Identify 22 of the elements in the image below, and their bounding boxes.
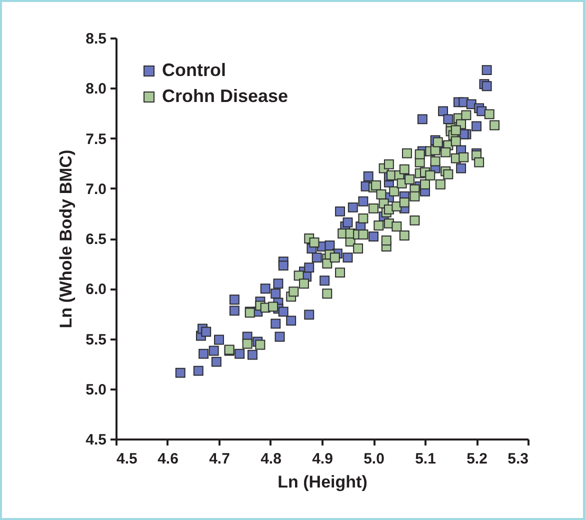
y-tick-label: 8.5	[86, 30, 106, 48]
x-axis-title: Ln (Height)	[278, 472, 368, 492]
x-tick-label: 5.2	[466, 450, 488, 468]
x-tick-label: 5.1	[415, 450, 436, 468]
y-tick-label: 6.5	[86, 231, 106, 248]
legend-label: Control	[162, 60, 226, 80]
y-axis-title: Ln (Whole Body BMC)	[56, 150, 76, 328]
x-tick-label: 4.5	[116, 450, 138, 468]
y-tick-label: 7.5	[86, 130, 106, 148]
y-tick-label: 7.0	[86, 180, 106, 198]
x-tick-label: 4.9	[312, 450, 333, 468]
y-tick-label: 4.5	[86, 432, 106, 448]
x-tick-label: 4.7	[209, 450, 230, 468]
y-tick-label: 8.0	[86, 80, 106, 98]
legend-label: Crohn Disease	[162, 86, 288, 106]
x-tick-label: 4.6	[158, 450, 178, 468]
x-tick-label: 4.8	[260, 450, 282, 468]
y-tick-label: 5.5	[86, 331, 106, 348]
x-tick-label: 5.0	[364, 450, 384, 468]
y-tick-label: 6.0	[86, 281, 106, 298]
y-tick-label: 5.0	[86, 381, 106, 398]
x-tick-label: 5.3	[508, 450, 528, 468]
